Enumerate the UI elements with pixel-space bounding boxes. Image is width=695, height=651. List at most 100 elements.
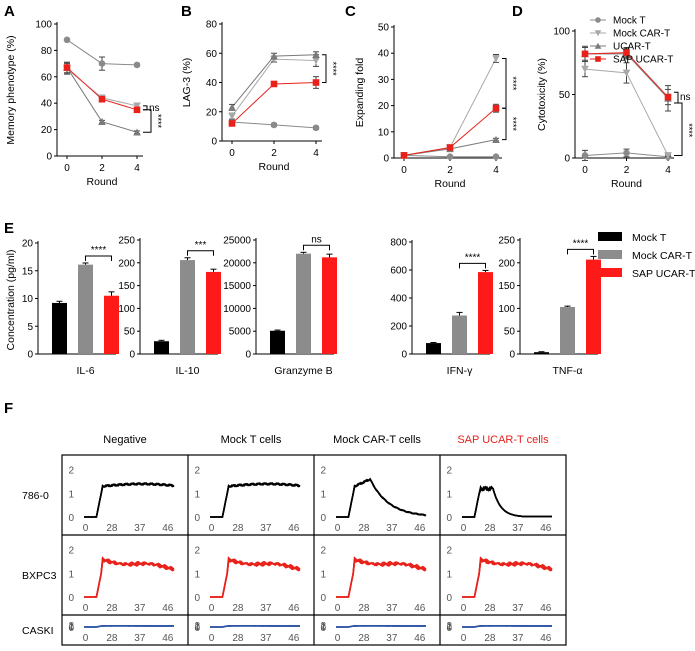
panel-f-row-label-0: 786-0 — [22, 490, 49, 502]
panel-f-cell-ytick-label: 0 — [68, 513, 74, 524]
panel-e-tnf--category-label: TNF-α — [553, 365, 583, 377]
legend-marker-mock-t — [595, 17, 601, 23]
panel-f-cell-xtick-label: 37 — [386, 633, 398, 644]
panel-b-point-ucar-t — [228, 103, 236, 111]
panel-f-trace-r0-c2 — [336, 477, 427, 518]
panel-f-trace-r2-c1 — [210, 624, 300, 628]
panel-f-cell-ytick-label: 0 — [446, 623, 452, 634]
panel-d-xtick-label: 0 — [582, 165, 588, 176]
panel-f-trace-r1-c3 — [462, 560, 553, 598]
panel-f-cell-ytick-label: 1 — [446, 489, 452, 500]
panel-a-ytick-label: 0 — [46, 152, 52, 163]
panel-e-il-10-bar-0 — [154, 341, 169, 354]
panel-f-cell-ytick-label: 2 — [194, 621, 200, 632]
panel-f-cell-xtick-label: 46 — [162, 633, 174, 644]
panel-f-cell-xtick-label: 46 — [162, 603, 174, 614]
panel-f-cell-ytick-label: 0 — [446, 513, 452, 524]
panel-c-ytick-label: 40 — [378, 49, 390, 60]
panel-label-b: B — [181, 3, 192, 20]
panel-e-il-6-bar-1 — [78, 264, 93, 354]
panel-b-line-sap-ucar-t — [231, 82, 317, 124]
panel-f-cell-ytick-label: 0 — [194, 623, 200, 634]
panel-e-granzyme-b-sig-bracket — [303, 244, 330, 251]
legend-e-swatch-sap-ucar-t — [598, 268, 622, 277]
panel-e-ifn--bar-1 — [452, 315, 467, 354]
panel-f-row-label-1: BXPC3 — [22, 570, 57, 582]
panel-c-bracket-stars-top — [502, 57, 507, 109]
legend-e-label-mock-t: Mock T — [632, 232, 667, 244]
panel-d-y-axis-label: Cytotoxicity (%) — [536, 58, 548, 131]
panel-e-ifn--sig-bracket — [459, 262, 486, 269]
panel-a-annotation-ns: ns — [149, 103, 160, 114]
panel-c-point-mock-t — [492, 153, 500, 160]
panel-c-ytick-label: 30 — [378, 75, 390, 86]
panel-e-tnf--ytick-label: 100 — [498, 304, 515, 315]
panel-f-cell-xtick-label: 0 — [461, 523, 467, 534]
panel-d-xtick-label: 4 — [665, 165, 671, 176]
panel-c-xtick-label: 2 — [447, 165, 453, 176]
panel-e-granzyme-b-ytick-label: 20000 — [223, 258, 251, 269]
panel-e-y-axis-label: Concentration (pg/ml) — [5, 250, 17, 351]
panel-f-cell-ytick-label: 0 — [320, 513, 326, 524]
panel-c-xtick-label: 4 — [493, 165, 499, 176]
panel-f-cell-xtick-label: 37 — [386, 603, 398, 614]
panel-f-cell-xtick-label: 37 — [512, 603, 524, 614]
panel-f-cell-ytick-label: 2 — [194, 546, 200, 557]
panel-f-trace-r2-c0 — [84, 624, 174, 628]
panel-f-cell-xtick-label: 37 — [260, 523, 272, 534]
panel-f-cell-xtick-label: 28 — [232, 603, 244, 614]
panel-c-point-sap-ucar-t — [400, 152, 408, 159]
panel-f-column-title-0: Negative — [103, 434, 146, 446]
panel-e-granzyme-b-sig-label: ns — [311, 234, 322, 245]
panel-f-cell-xtick-label: 0 — [209, 603, 215, 614]
panel-b-ytick-label: 20 — [206, 107, 218, 118]
panel-e-ifn--bar-2 — [478, 272, 493, 354]
panel-e-granzyme-b-ytick-label: 0 — [245, 350, 251, 361]
panel-d-point-sap-ucar-t — [581, 50, 589, 58]
panel-e-il-6-ytick-label: 10 — [22, 294, 34, 305]
panel-d-annotation-ns: ns — [680, 92, 691, 103]
panel-b-point-sap-ucar-t — [270, 80, 278, 88]
panel-f-column-title-3: SAP UCAR-T cells — [457, 434, 549, 446]
panel-f-cell-ytick-label: 2 — [68, 546, 74, 557]
panel-e-il-10-bar-2 — [206, 271, 221, 354]
panel-e-ifn--ytick-label: 400 — [390, 294, 407, 305]
panel-b-point-mock-t — [312, 124, 320, 132]
panel-f-cell-xtick-label: 28 — [232, 523, 244, 534]
panel-b-point-mock-car-t — [228, 112, 236, 120]
panel-e-granzyme-b-ytick-label: 25000 — [223, 236, 251, 247]
panel-b-ytick-label: 40 — [206, 78, 218, 89]
panel-a-ytick-label: 100 — [35, 20, 52, 31]
panel-a-ytick-label: 20 — [41, 125, 53, 136]
panel-e-il-10-bar-1 — [180, 260, 195, 354]
panel-a-bracket-stars — [143, 109, 152, 133]
panel-e-tnf--bar-2 — [586, 259, 601, 354]
panel-f-cell-xtick-label: 0 — [335, 633, 341, 644]
panel-e-il-6-category-label: IL-6 — [76, 365, 94, 377]
panel-f-trace-r2-c2 — [336, 624, 426, 628]
legend-e-label-mock-car-t: Mock CAR-T — [632, 250, 693, 262]
legend-e-label-sap-ucar-t: SAP UCAR-T — [632, 268, 695, 280]
panel-f-row-label-2: CASKI — [22, 625, 54, 637]
panel-d-bracket-ns — [674, 91, 679, 104]
panel-b-xtick-label: 2 — [271, 148, 277, 159]
panel-b-point-sap-ucar-t — [312, 79, 320, 86]
panel-e-il-6-ytick-label: 5 — [27, 322, 33, 333]
panel-e-il-10-sig-label: *** — [195, 240, 207, 251]
panel-d-ytick-label: 100 — [553, 27, 570, 38]
panel-f-cell-ytick-label: 0 — [446, 593, 452, 604]
panel-f-column-title-1: Mock T cells — [221, 434, 282, 446]
panel-b-x-axis-label: Round — [259, 161, 290, 173]
panel-f-cell-xtick-label: 37 — [512, 523, 524, 534]
panel-c-xtick-label: 0 — [401, 165, 407, 176]
panel-a-annotation-stars: **** — [153, 114, 163, 129]
panel-f-cell-xtick-label: 37 — [386, 523, 398, 534]
panel-f-cell-ytick-label: 2 — [320, 546, 326, 557]
panel-d-point-sap-ucar-t — [623, 49, 630, 56]
panel-e-tnf--sig-label: **** — [573, 238, 589, 249]
panel-d-x-axis-label: Round — [611, 178, 642, 190]
panel-f-cell-ytick-label: 0 — [68, 593, 74, 604]
panel-f-cell-ytick-label: 1 — [446, 622, 452, 633]
panel-c-ytick-label: 0 — [383, 154, 389, 165]
panel-b-xtick-label: 4 — [313, 148, 319, 159]
